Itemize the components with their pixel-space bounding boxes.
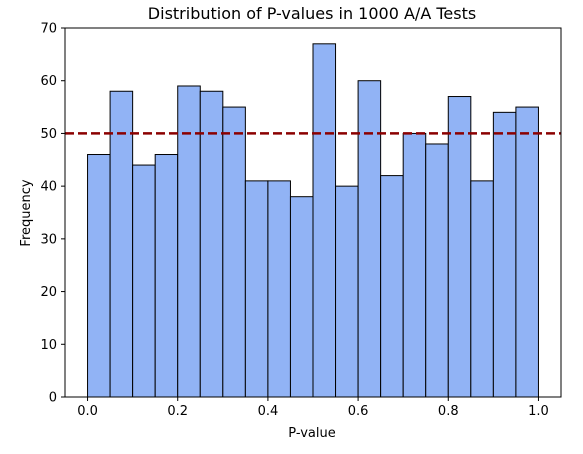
- histogram-bar: [222, 106, 246, 398]
- y-ticks: 0 10 20 30 40 50 60 70: [40, 22, 65, 406]
- x-ticks: 0.0 0.2 0.4 0.6 0.8 1.0: [77, 397, 549, 419]
- axes-layer: [64, 27, 562, 398]
- histogram-bar: [402, 132, 427, 398]
- y-tick-label: 30: [40, 232, 57, 247]
- x-tick-label: 0.6: [348, 404, 369, 419]
- chart-title: Distribution of P-values in 1000 A/A Tes…: [148, 4, 476, 23]
- y-tick-label: 20: [40, 285, 57, 300]
- x-tick-label: 0.2: [167, 404, 188, 419]
- histogram-bar: [425, 143, 449, 398]
- x-tick-label: 0.8: [438, 404, 459, 419]
- histogram-bar: [380, 175, 404, 398]
- x-tick-label: 1.0: [528, 404, 549, 419]
- y-tick-label: 40: [40, 180, 57, 195]
- histogram-bar: [87, 154, 111, 398]
- x-tick-label: 0.0: [77, 404, 98, 419]
- histogram-bar: [447, 96, 472, 398]
- x-tick-label: 0.4: [258, 404, 279, 419]
- histogram-bar: [492, 111, 517, 398]
- histogram-bar: [199, 90, 224, 398]
- histogram-bar: [357, 80, 382, 398]
- histogram-bar: [109, 90, 134, 398]
- histogram-bar: [515, 106, 539, 398]
- y-tick-label: 60: [40, 74, 57, 89]
- y-tick-label: 0: [49, 391, 57, 406]
- x-axis-label: P-value: [288, 426, 335, 441]
- plot-frame: [64, 27, 562, 398]
- bars-layer: [87, 43, 539, 398]
- y-tick-label: 50: [40, 127, 57, 142]
- y-tick-label: 70: [40, 22, 57, 37]
- y-tick-label: 10: [40, 338, 57, 353]
- histogram-bar: [470, 180, 494, 398]
- histogram-bar: [267, 180, 291, 398]
- y-axis-label: Frequency: [19, 179, 34, 246]
- histogram-bar: [154, 154, 179, 398]
- histogram-bar: [289, 196, 314, 398]
- histogram-bar: [312, 43, 337, 398]
- histogram-bar: [335, 185, 359, 398]
- histogram-bar: [244, 180, 269, 398]
- histogram-bar: [132, 164, 156, 398]
